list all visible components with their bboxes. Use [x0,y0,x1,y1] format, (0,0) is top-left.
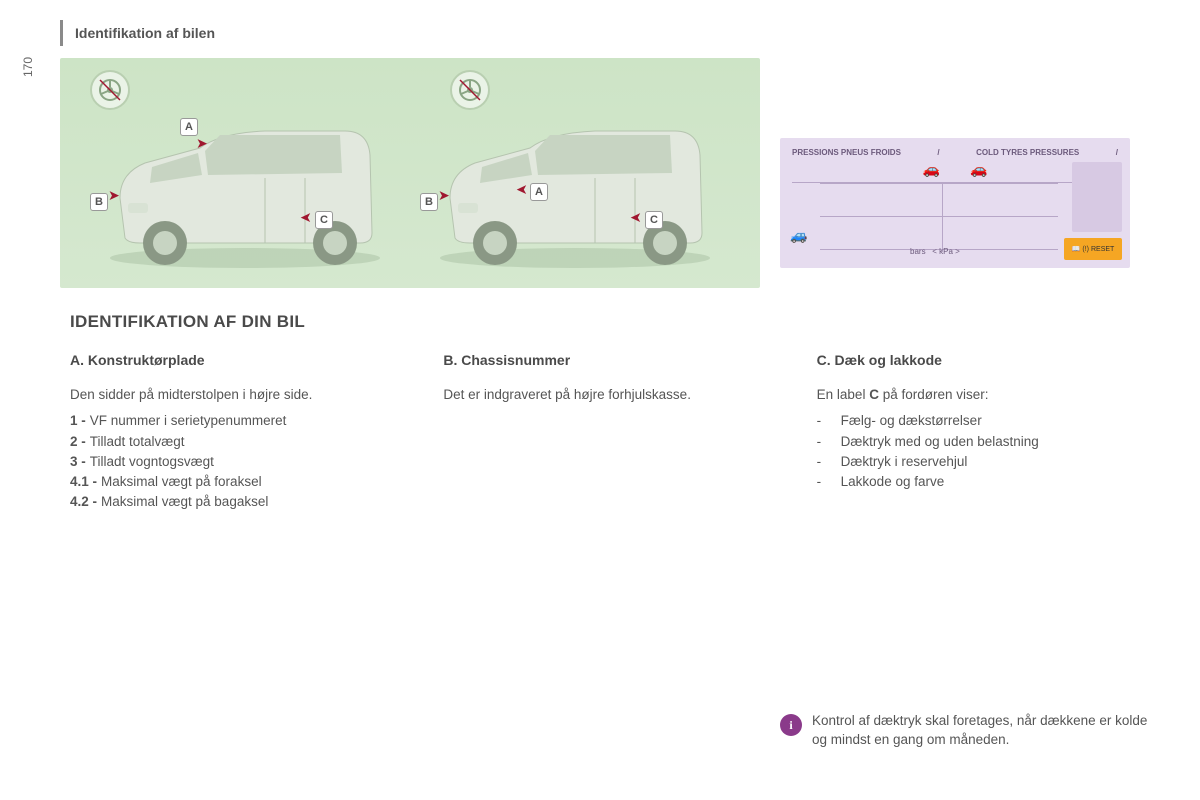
column-c-intro: En label C på fordøren viser: [817,385,1150,405]
list-num: 4.1 - [70,472,97,492]
content-columns: A. Konstruktørplade Den sidder på midter… [60,350,1150,513]
column-a-list: 1 -VF nummer i serietypenummeret 2 -Till… [70,411,403,512]
column-a: A. Konstruktørplade Den sidder på midter… [70,350,403,513]
list-text: Tilladt vogntogsvægt [90,452,214,472]
arrow-c-right-icon: ➤ [630,209,642,226]
list-text: Maksimal vægt på bagaksel [101,492,268,512]
page-number: 170 [21,57,35,77]
bullet-text: Dæktryk med og uden belastning [841,432,1039,452]
bullet-text: Dæktryk i reservehjul [841,452,968,472]
column-a-intro: Den sidder på midterstolpen i højre side… [70,385,403,405]
tpms-icon: (!) [1082,246,1089,253]
arrow-a-right-icon: ➤ [516,181,528,198]
bullet-dash: - [817,432,827,452]
list-num: 1 - [70,411,86,431]
marker-c-right: C [645,211,663,229]
marker-c: C [315,211,333,229]
list-text: Tilladt totalvægt [90,432,185,452]
list-text: VF nummer i serietypenummeret [90,411,287,431]
info-icon: i [780,714,802,736]
marker-a-right: A [530,183,548,201]
column-c: C. Dæk og lakkode En label C på fordøren… [817,350,1150,513]
bullet-dash: - [817,472,827,492]
reset-badge: 📖 (!) RESET [1064,238,1122,260]
reset-text: RESET [1091,246,1114,253]
column-c-title: C. Dæk og lakkode [817,350,1150,371]
column-c-list: -Fælg- og dækstørrelser -Dæktryk med og … [817,411,1150,492]
paint-code-box [1072,162,1122,232]
vehicle-illustration: A ➤ B ➤ C ➤ A ➤ B ➤ C ➤ [60,58,760,288]
car-spare-icon: 🚙 [790,227,807,244]
van-diagram-right: A ➤ B ➤ C ➤ [420,103,730,273]
section-header-text: Identifikation af bilen [75,25,215,41]
list-num: 3 - [70,452,86,472]
arrow-b-icon: ➤ [108,187,120,204]
list-num: 4.2 - [70,492,97,512]
manual-icon: 📖 [1072,245,1081,253]
bullet-text: Fælg- og dækstørrelser [841,411,982,431]
main-heading: IDENTIFIKATION AF DIN BIL [70,312,1150,332]
bullet-dash: - [817,411,827,431]
marker-a: A [180,118,198,136]
bullet-text: Lakkode og farve [841,472,945,492]
tyre-header-right: COLD TYRES PRESSURES [976,148,1079,157]
column-a-title: A. Konstruktørplade [70,350,403,371]
list-num: 2 - [70,432,86,452]
info-note: i Kontrol af dæktryk skal foretages, når… [780,712,1150,750]
tyre-header-sep: / [937,148,939,157]
van-diagram-left: A ➤ B ➤ C ➤ [90,103,400,273]
section-header: Identifikation af bilen [60,20,1150,46]
arrow-a-icon: ➤ [196,135,208,152]
car-single-icon: 🚗 [923,161,940,178]
bullet-dash: - [817,452,827,472]
column-b: B. Chassisnummer Det er indgraveret på h… [443,350,776,513]
arrow-c-icon: ➤ [300,209,312,226]
tyre-header-left: PRESSIONS PNEUS FROIDS [792,148,901,157]
pressure-units: bars < kPa > [910,247,960,256]
column-b-body: Det er indgraveret på højre forhjulskass… [443,385,776,405]
marker-b-right: B [420,193,438,211]
tyre-pressure-label: PRESSIONS PNEUS FROIDS / COLD TYRES PRES… [780,138,1130,268]
top-illustration-row: A ➤ B ➤ C ➤ A ➤ B ➤ C ➤ [60,58,1150,288]
car-loaded-icon: 🚗 [970,161,987,178]
marker-b: B [90,193,108,211]
info-note-text: Kontrol af dæktryk skal foretages, når d… [812,712,1150,750]
column-b-title: B. Chassisnummer [443,350,776,371]
arrow-b-right-icon: ➤ [438,187,450,204]
list-text: Maksimal vægt på foraksel [101,472,262,492]
tyre-header-end: / [1116,148,1118,157]
